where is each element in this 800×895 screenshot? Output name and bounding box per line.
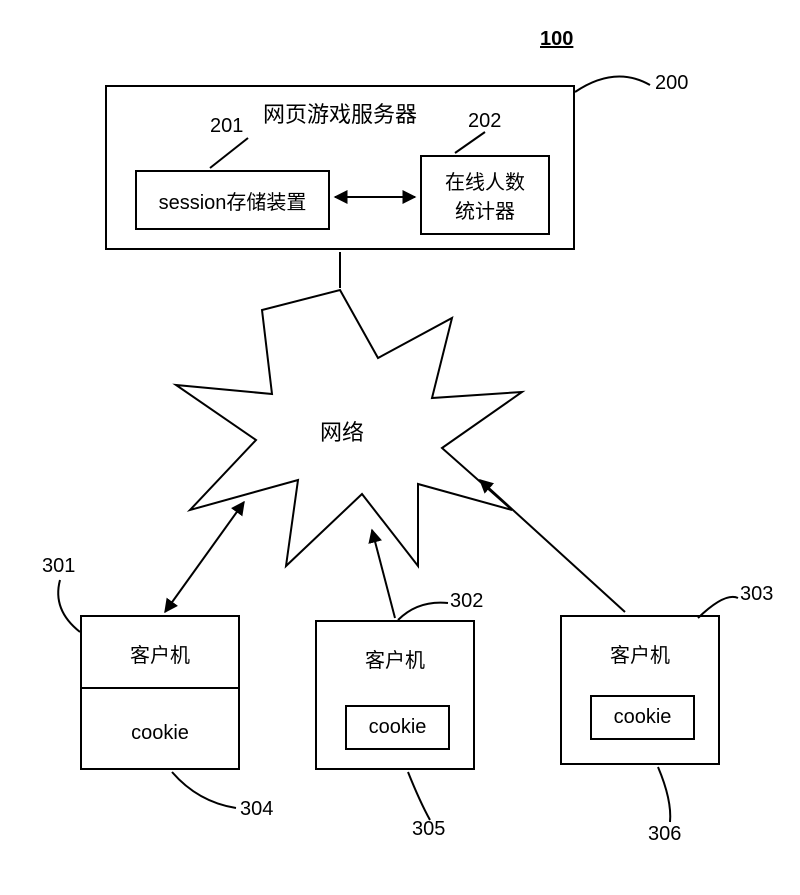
arrow-client2-net: [372, 530, 395, 618]
leader-301: [58, 580, 80, 632]
connector-layer: [0, 0, 800, 895]
arrow-net-client1: [165, 502, 244, 612]
diagram-canvas: 100 网页游戏服务器 session存储装置 在线人数 统计器 客户机 coo…: [0, 0, 800, 895]
leader-202: [455, 132, 485, 153]
leader-305: [408, 772, 430, 820]
leader-201: [210, 138, 248, 168]
leader-306: [658, 767, 670, 822]
leader-303: [698, 597, 738, 618]
leader-302: [398, 603, 448, 620]
leader-304: [172, 772, 236, 808]
leader-200: [575, 76, 650, 92]
arrow-client3-net: [480, 480, 625, 612]
